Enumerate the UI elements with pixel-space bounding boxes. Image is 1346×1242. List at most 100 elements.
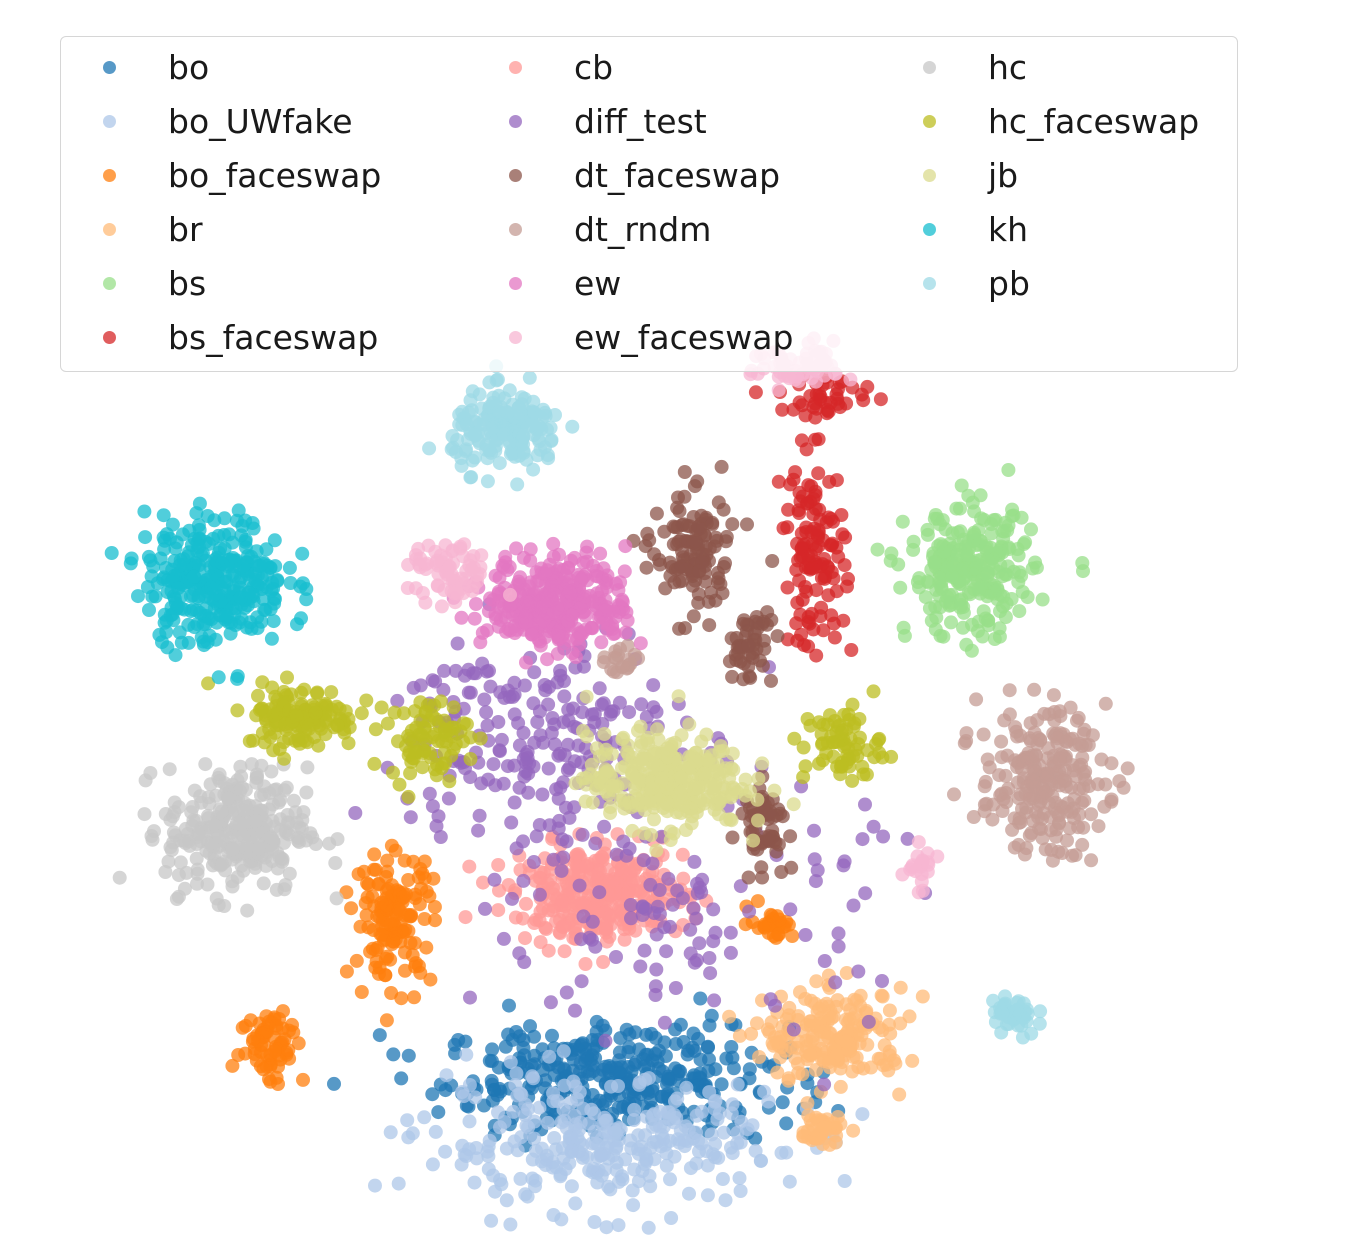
point-diff_test: [828, 975, 843, 990]
point-ew_faceswap: [771, 383, 786, 398]
point-bo_UWfake: [715, 1172, 730, 1186]
point-dt_rndm: [1050, 806, 1065, 820]
point-bo_UWfake: [547, 1131, 562, 1145]
point-kh: [174, 635, 189, 650]
point-hc_faceswap: [386, 765, 400, 780]
point-br: [785, 1040, 799, 1055]
point-jb: [699, 727, 714, 742]
point-dt_faceswap: [678, 621, 692, 636]
point-bs_faceswap: [827, 630, 842, 645]
point-ew: [473, 635, 488, 650]
point-bo_UWfake: [400, 1113, 415, 1128]
point-hc_faceswap: [787, 731, 802, 746]
point-jb: [701, 753, 716, 767]
point-diff_test: [486, 757, 501, 772]
legend-marker-icon: [103, 276, 116, 290]
point-br: [752, 1050, 767, 1064]
point-ew_faceswap: [418, 595, 433, 610]
point-bo: [693, 991, 708, 1006]
legend-marker-icon: [923, 168, 936, 182]
point-bo_faceswap: [360, 890, 375, 905]
point-bo_UWfake: [513, 1171, 528, 1186]
point-bo_UWfake: [570, 1092, 585, 1107]
point-bo: [448, 1046, 463, 1061]
point-bo_UWfake: [774, 1145, 789, 1160]
point-dt_faceswap: [740, 517, 754, 532]
point-bs: [1076, 564, 1090, 579]
point-diff_test: [535, 787, 550, 802]
point-diff_test: [542, 818, 557, 833]
point-bo_UWfake: [611, 1218, 626, 1233]
point-bo_faceswap: [296, 1072, 310, 1087]
legend-item-kh: kh: [881, 209, 1028, 249]
point-kh: [156, 572, 170, 587]
point-diff_test: [807, 852, 822, 867]
legend-label: bs: [168, 263, 207, 303]
point-hc_faceswap: [294, 685, 309, 700]
point-bo_UWfake: [678, 1119, 693, 1134]
point-br: [817, 1120, 832, 1135]
point-jb: [682, 717, 697, 732]
point-dt_rndm: [1037, 806, 1052, 821]
legend-item-bs_faceswap: bs_faceswap: [61, 317, 378, 357]
point-hc: [305, 830, 320, 845]
point-diff_test: [597, 819, 612, 834]
point-hc: [236, 803, 251, 818]
point-hc: [225, 842, 240, 857]
point-bo_UWfake: [611, 1079, 625, 1093]
point-bo_faceswap: [246, 1031, 261, 1046]
point-br: [822, 1137, 837, 1152]
point-hc: [256, 876, 271, 891]
point-bo_faceswap: [256, 1062, 271, 1077]
point-hc: [144, 829, 159, 843]
point-pb: [454, 458, 469, 473]
point-bo_UWfake: [609, 1163, 624, 1178]
point-ew_faceswap: [400, 581, 415, 595]
point-diff_test: [690, 886, 705, 901]
point-bs: [971, 582, 986, 597]
point-pb: [485, 395, 500, 410]
point-hc: [173, 855, 188, 870]
point-dt_rndm: [947, 787, 961, 802]
point-cb: [491, 858, 506, 872]
point-bs: [956, 620, 970, 635]
point-bo_UWfake: [708, 1093, 723, 1108]
point-br: [873, 1051, 888, 1066]
point-hc_faceswap: [254, 701, 269, 716]
point-bo: [726, 1061, 741, 1076]
point-bs: [1012, 604, 1027, 619]
point-bs_faceswap: [783, 477, 798, 492]
point-jb: [579, 689, 594, 704]
point-bo_UWfake: [568, 1196, 583, 1211]
point-dt_rndm: [1057, 773, 1072, 788]
point-br: [782, 1000, 797, 1015]
point-bo_UWfake: [646, 1108, 660, 1123]
point-hc_faceswap: [448, 736, 463, 751]
point-bo_faceswap: [407, 936, 422, 951]
point-jb: [689, 754, 704, 769]
legend-marker-icon: [103, 168, 116, 182]
point-diff_test: [588, 836, 603, 851]
legend-label: bo_faceswap: [168, 155, 382, 195]
point-dt_faceswap: [755, 870, 770, 885]
point-ew: [498, 549, 513, 564]
point-bo_faceswap: [243, 1013, 258, 1028]
point-ew: [593, 546, 608, 561]
point-hc_faceswap: [396, 706, 411, 721]
point-bo: [636, 1052, 651, 1067]
point-pb: [444, 442, 459, 457]
series-bs: [870, 463, 1090, 658]
point-bo_UWfake: [521, 1120, 536, 1135]
point-dt_rndm: [1036, 782, 1050, 797]
point-bo_UWfake: [438, 1144, 453, 1159]
point-bs: [973, 488, 988, 503]
point-bo_UWfake: [467, 1175, 482, 1190]
point-kh: [138, 530, 153, 545]
point-bo_UWfake: [508, 1078, 523, 1092]
point-bs_faceswap: [826, 616, 841, 631]
point-diff_test: [817, 954, 832, 968]
point-kh: [293, 579, 308, 594]
point-hc_faceswap: [354, 706, 369, 721]
point-bo_faceswap: [231, 1048, 246, 1062]
point-bs: [956, 561, 971, 576]
